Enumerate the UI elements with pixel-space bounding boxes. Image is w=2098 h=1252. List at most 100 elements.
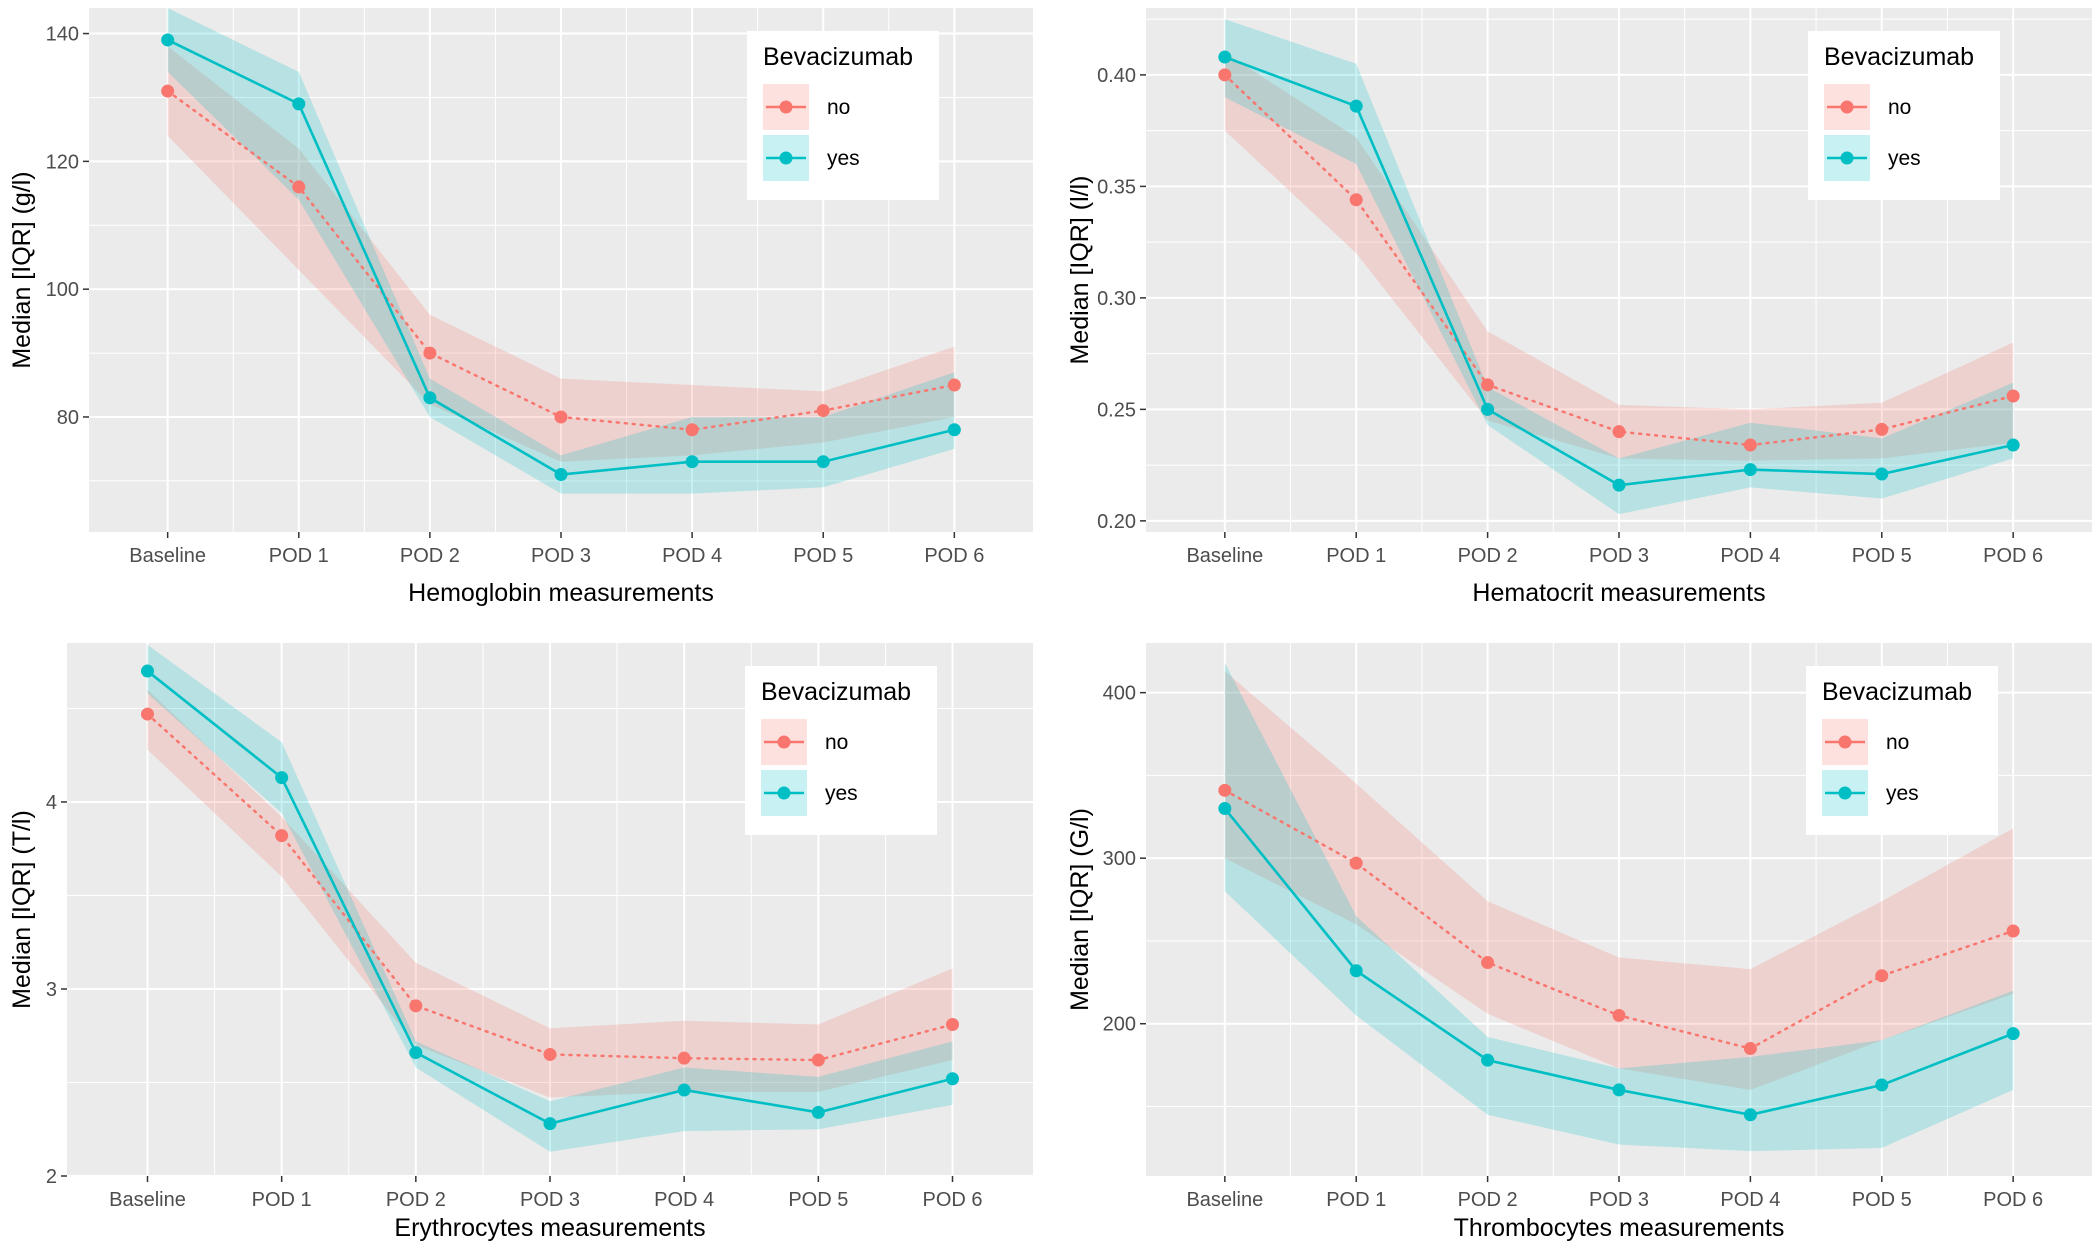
data-point-yes: [409, 1046, 423, 1060]
data-point-no: [409, 999, 423, 1013]
data-point-no: [1875, 969, 1889, 983]
data-point-yes: [685, 455, 699, 469]
y-tick-label: 4: [46, 792, 57, 814]
x-tick-label: POD 5: [793, 545, 853, 567]
y-tick-label: 200: [1103, 1014, 1136, 1036]
iqr-ribbon-yes: [167, 8, 955, 494]
legend-label-yes: yes: [1886, 782, 1919, 805]
x-tick-label: POD 1: [252, 1189, 312, 1211]
legend-box: [1808, 31, 2000, 200]
y-tick-label: 80: [57, 407, 79, 429]
x-tick-label: POD 3: [520, 1189, 580, 1211]
data-point-no: [141, 707, 154, 721]
data-point-no: [423, 346, 437, 360]
x-tick-label: POD 3: [1589, 1189, 1649, 1211]
data-point-no: [1612, 425, 1626, 439]
data-point-no: [1349, 856, 1363, 870]
x-tick-label: POD 1: [269, 545, 329, 567]
x-axis-title: Thrombocytes measurements: [1454, 1214, 1785, 1242]
x-axis-title: Hemoglobin measurements: [408, 579, 714, 607]
data-point-no: [811, 1053, 825, 1067]
legend-key-point-yes: [1838, 786, 1852, 800]
data-point-no: [1218, 68, 1232, 82]
legend-key-point-no: [1840, 100, 1854, 114]
legend-title: Bevacizumab: [1824, 43, 1974, 71]
data-point-no: [543, 1047, 557, 1061]
y-tick-label: 0.20: [1097, 511, 1136, 533]
y-tick-label: 140: [46, 24, 79, 46]
data-point-no: [1875, 422, 1889, 436]
y-tick-label: 2: [46, 1166, 57, 1188]
legend-title: Bevacizumab: [763, 43, 913, 71]
data-point-yes: [141, 664, 154, 678]
y-axis-title: Median [IQR] (T/l): [8, 810, 36, 1009]
data-point-yes: [677, 1083, 691, 1097]
legend-key-point-yes: [1840, 151, 1854, 165]
y-tick-label: 100: [46, 279, 79, 301]
iqr-ribbon-no: [167, 46, 955, 462]
legend-key-point-yes: [777, 786, 791, 800]
data-point-no: [946, 1018, 959, 1032]
iqr-ribbon-no: [1224, 671, 2014, 1090]
x-tick-label: POD 4: [662, 545, 722, 567]
legend-label-no: no: [1888, 96, 1911, 119]
data-point-yes: [2006, 438, 2020, 452]
y-tick-label: 400: [1103, 683, 1136, 705]
x-tick-label: POD 3: [531, 545, 591, 567]
legend-title: Bevacizumab: [1822, 678, 1972, 706]
data-point-yes: [1612, 1083, 1626, 1097]
data-point-yes: [1743, 1108, 1757, 1122]
legend-label-no: no: [825, 731, 848, 754]
data-point-yes: [1349, 99, 1363, 113]
data-point-no: [947, 378, 961, 392]
x-tick-label: POD 6: [922, 1189, 982, 1211]
data-point-yes: [275, 771, 289, 785]
data-point-yes: [161, 33, 175, 47]
data-point-yes: [543, 1117, 557, 1131]
x-tick-label: Baseline: [1186, 1189, 1263, 1211]
legend-label-no: no: [827, 96, 850, 119]
legend-label-no: no: [1886, 731, 1909, 754]
data-point-yes: [1875, 1078, 1889, 1092]
x-tick-label: POD 6: [924, 545, 984, 567]
iqr-ribbon-yes: [1224, 19, 2014, 515]
x-tick-label: Baseline: [109, 1189, 186, 1211]
data-point-no: [677, 1051, 691, 1065]
legend-label-yes: yes: [827, 147, 860, 170]
data-point-yes: [1481, 1053, 1495, 1067]
data-point-yes: [1612, 478, 1626, 492]
data-point-yes: [1218, 50, 1232, 64]
legend: Bevacizumab no yes: [747, 31, 939, 200]
data-point-no: [1743, 438, 1757, 452]
y-axis-title: Median [IQR] (G/l): [1066, 808, 1094, 1011]
data-point-yes: [554, 467, 568, 481]
y-tick-label: 0.35: [1097, 176, 1136, 198]
legend: Bevacizumab no yes: [745, 666, 937, 835]
data-point-no: [275, 829, 289, 843]
chart-panel-1: 80 100 120 140 Baseline POD 1 POD 2 POD 3 POD 4 P…: [8, 8, 1033, 607]
x-tick-label: Baseline: [129, 545, 206, 567]
y-tick-label: 3: [46, 979, 57, 1001]
data-point-no: [1481, 378, 1495, 392]
data-point-no: [2006, 389, 2020, 403]
legend-box: [745, 666, 937, 835]
data-point-no: [554, 410, 568, 424]
y-tick-label: 120: [46, 151, 79, 173]
legend-title: Bevacizumab: [761, 678, 911, 706]
legend: Bevacizumab no yes: [1806, 666, 1998, 835]
data-point-yes: [1875, 467, 1889, 481]
data-point-yes: [1743, 463, 1757, 477]
x-tick-label: POD 5: [1852, 545, 1912, 567]
data-point-yes: [811, 1105, 825, 1119]
data-point-no: [685, 423, 699, 437]
x-axis-title: Hematocrit measurements: [1472, 579, 1765, 607]
x-tick-label: POD 4: [1720, 545, 1780, 567]
legend-label-yes: yes: [1888, 147, 1921, 170]
iqr-ribbon-yes: [147, 644, 953, 1152]
data-point-yes: [1218, 802, 1232, 816]
x-tick-label: POD 1: [1326, 1189, 1386, 1211]
y-axis-title: Median [IQR] (g/l): [8, 171, 36, 368]
legend-box: [1806, 666, 1998, 835]
legend-key-point-no: [777, 735, 791, 749]
x-tick-label: POD 6: [1983, 1189, 2043, 1211]
